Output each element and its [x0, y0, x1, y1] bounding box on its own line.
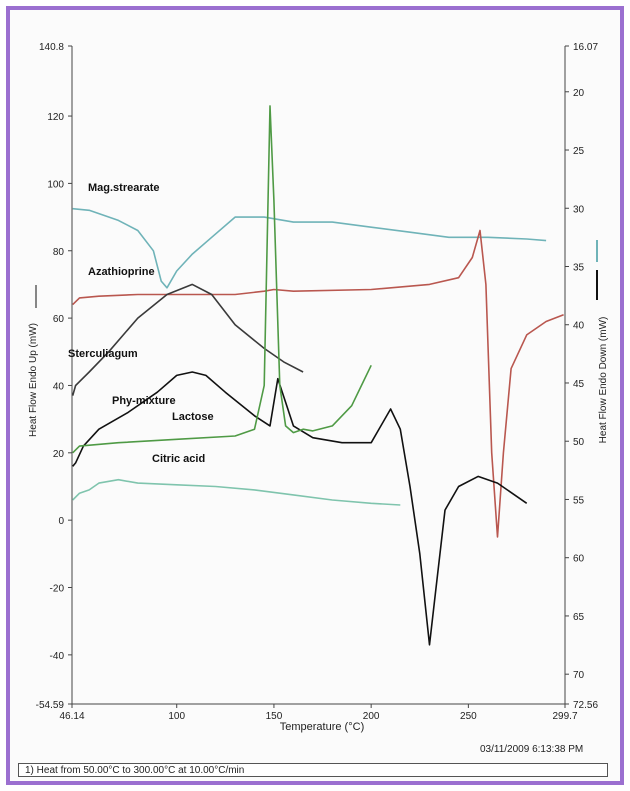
left-tick-label: 40	[53, 381, 65, 392]
right-tick-label: 50	[573, 437, 585, 448]
series-label: Phy-mixture	[112, 395, 176, 407]
plot-axes: 140.8120100806040200-20-40-54.5916.07202…	[35, 42, 598, 722]
left-tick-label: 60	[53, 314, 65, 325]
series-layer	[71, 105, 564, 646]
series-line	[72, 105, 372, 454]
timestamp: 03/11/2009 6:13:38 PM	[480, 744, 584, 755]
x-tick-label: 46.14	[59, 711, 84, 722]
series-label: Lactose	[172, 411, 214, 423]
right-tick-label: 70	[573, 670, 585, 681]
left-tick-label: 0	[58, 516, 64, 527]
right-tick-label: 55	[573, 495, 585, 506]
right-tick-label: 16.07	[573, 42, 598, 53]
x-tick-label: 250	[460, 711, 477, 722]
series-label: Azathioprine	[88, 266, 155, 278]
series-label: Citric acid	[152, 453, 205, 465]
right-tick-label: 25	[573, 146, 585, 157]
x-tick-label: 200	[363, 711, 380, 722]
series-labels: Mag.strearate Azathioprine Sterculiagum Phy…	[68, 182, 214, 465]
series-line	[72, 371, 528, 646]
x-tick-label: 150	[266, 711, 283, 722]
left-tick-label: 80	[53, 247, 65, 258]
right-tick-label: 45	[573, 379, 585, 390]
right-tick-label: 40	[573, 321, 585, 332]
left-tick-label: 140.8	[39, 42, 64, 53]
series-line	[72, 207, 547, 289]
right-y-axis-label: Heat Flow Endo Down (mW)	[598, 317, 609, 444]
left-tick-label: -20	[50, 584, 65, 595]
right-tick-label: 20	[573, 88, 585, 99]
left-tick-label: 20	[53, 449, 65, 460]
left-y-axis-label: Heat Flow Endo Up (mW)	[28, 323, 39, 437]
left-tick-label: 100	[47, 179, 64, 190]
right-tick-label: 65	[573, 612, 585, 623]
right-tick-label: 60	[573, 554, 585, 565]
series-line	[71, 283, 304, 396]
series-line	[72, 478, 401, 506]
left-tick-label: -40	[50, 651, 65, 662]
left-tick-label: 120	[47, 112, 64, 123]
left-tick-label: -54.59	[36, 700, 65, 711]
series-label: Sterculiagum	[68, 348, 138, 360]
right-tick-label: 30	[573, 204, 585, 215]
figure-frame	[6, 6, 624, 785]
series-line	[72, 229, 564, 538]
method-note: 1) Heat from 50.00°C to 300.00°C at 10.0…	[18, 763, 608, 777]
x-axis-label: Temperature (°C)	[280, 721, 364, 733]
right-tick-label: 72.56	[573, 700, 598, 711]
x-tick-label: 100	[168, 711, 185, 722]
x-tick-label: 299.7	[552, 711, 577, 722]
series-label: Mag.strearate	[88, 182, 160, 194]
right-tick-label: 35	[573, 262, 585, 273]
